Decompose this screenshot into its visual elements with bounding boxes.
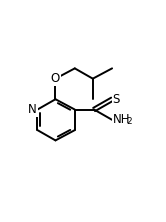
Text: NH: NH xyxy=(113,113,130,126)
Text: N: N xyxy=(28,103,37,116)
Text: S: S xyxy=(113,93,120,106)
Text: O: O xyxy=(51,72,60,85)
Text: 2: 2 xyxy=(126,117,132,126)
